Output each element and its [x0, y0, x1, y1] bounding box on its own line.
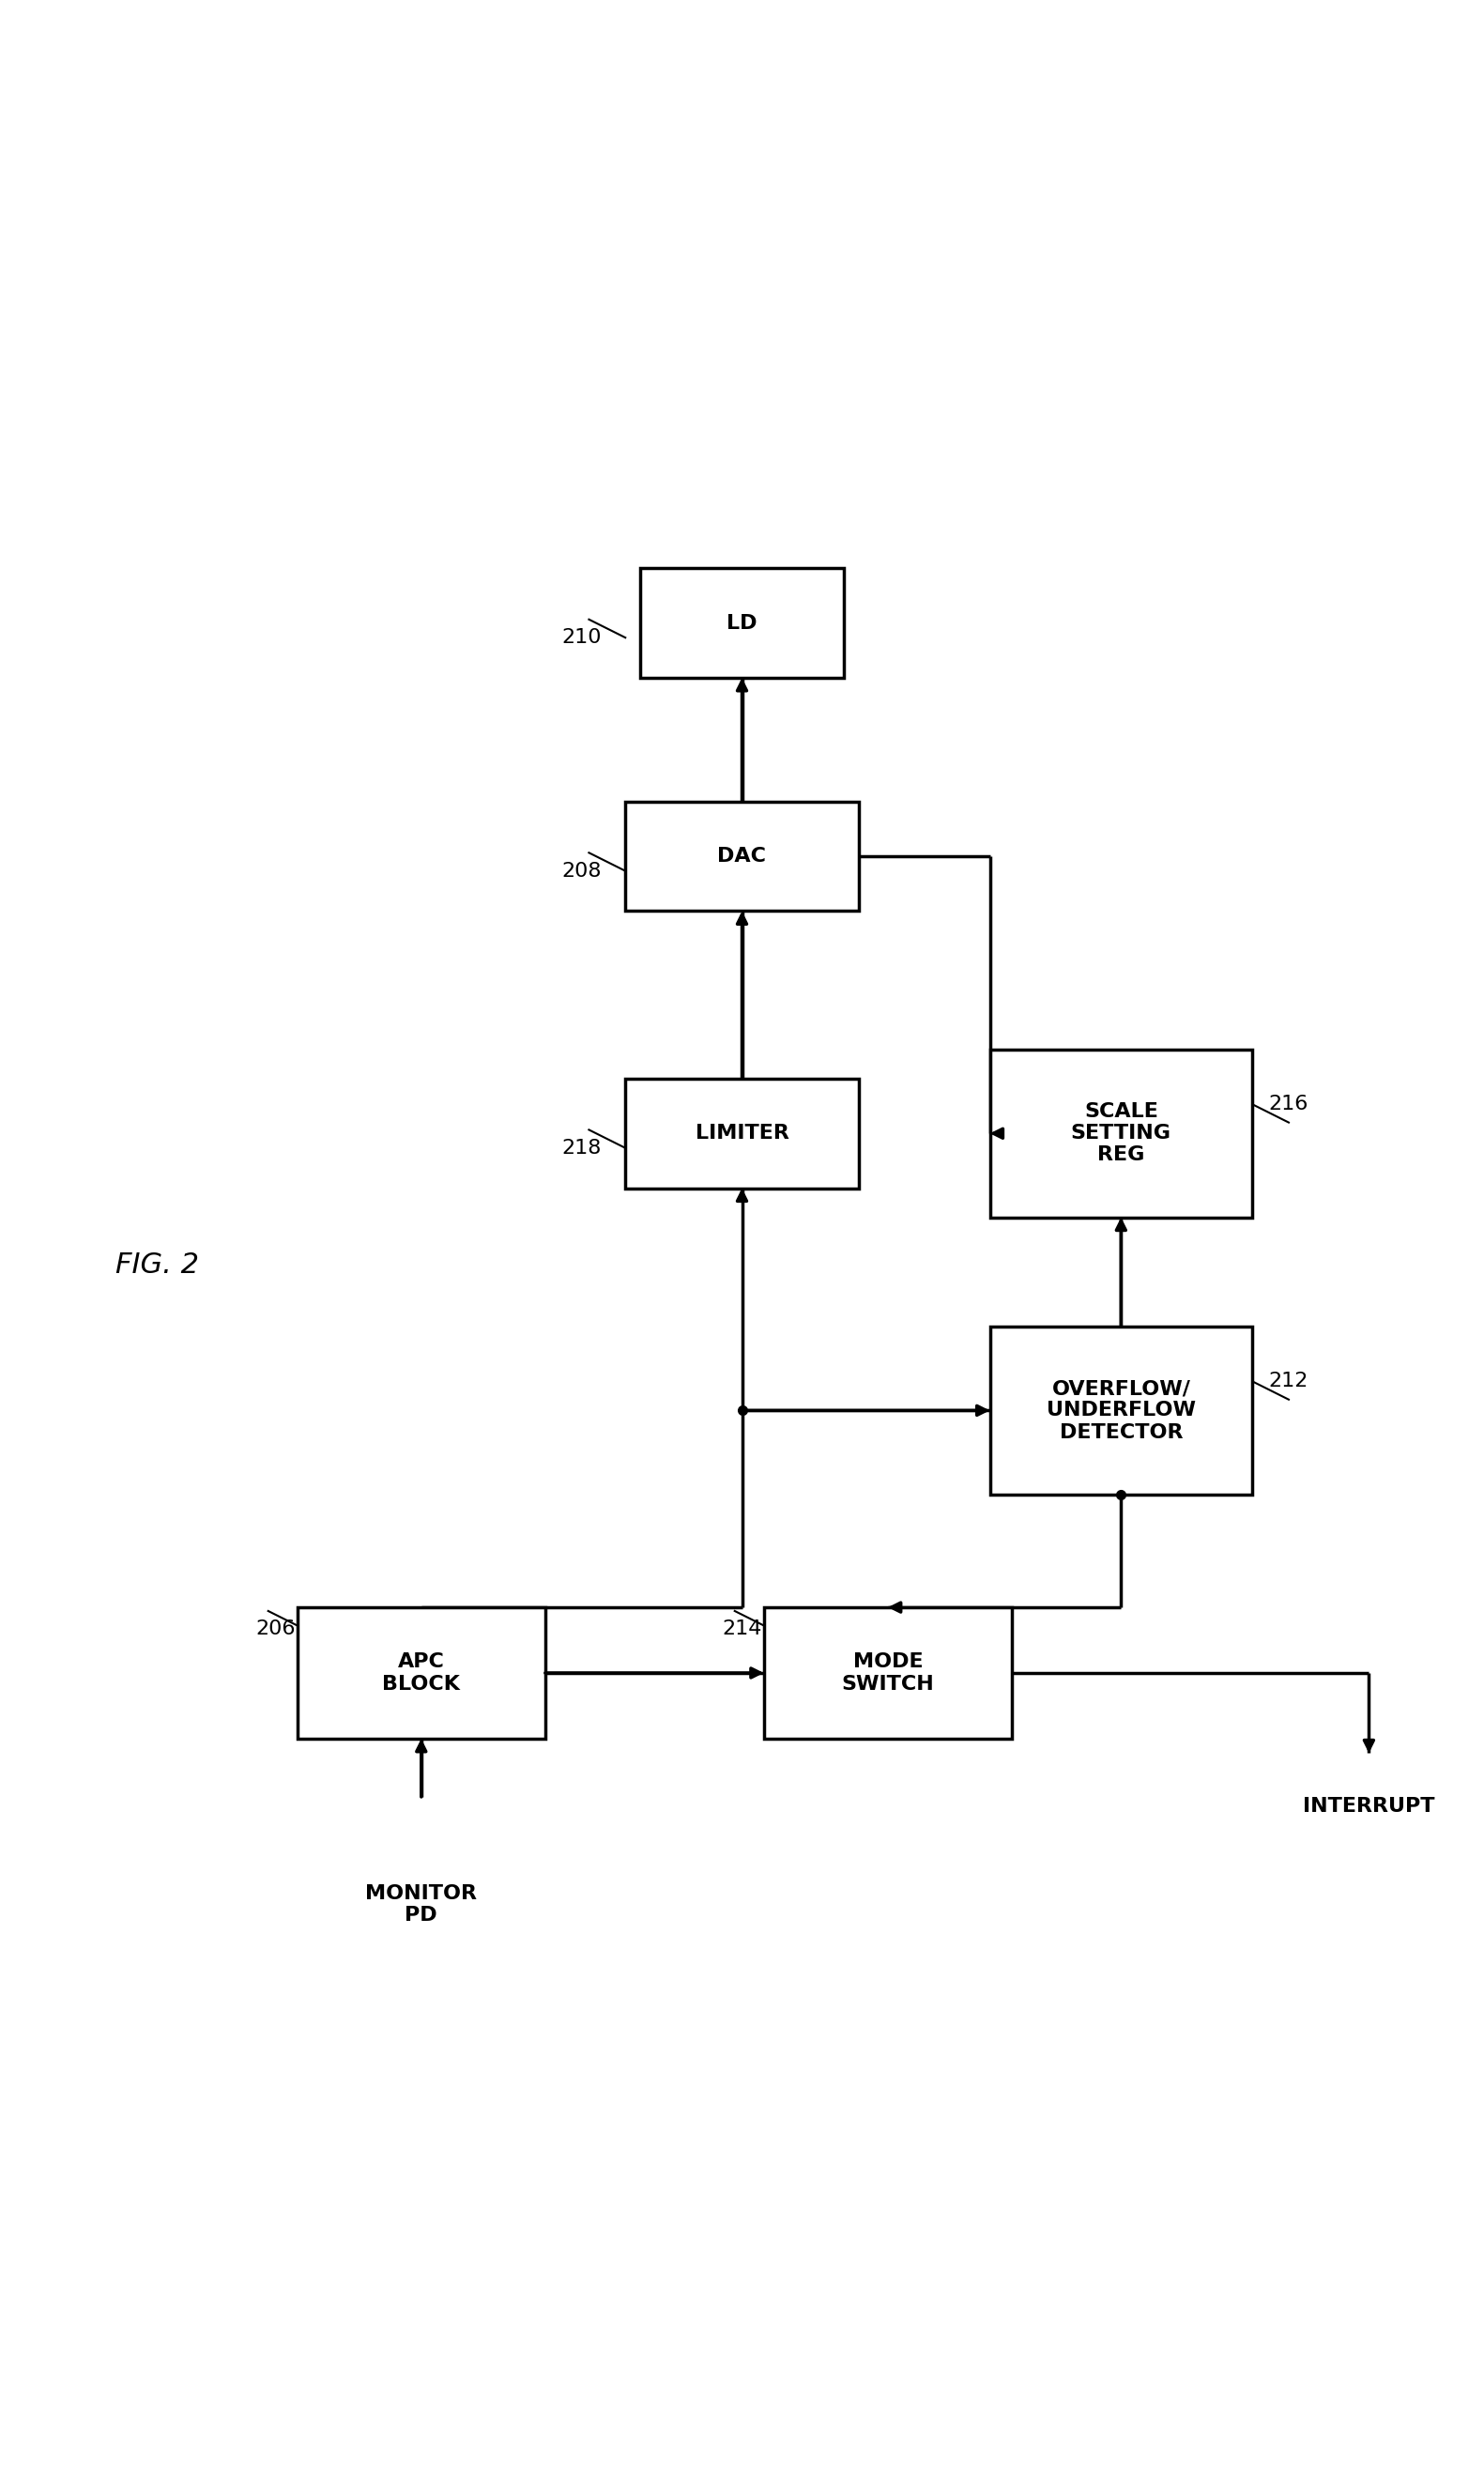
Text: SCALE
SETTING
REG: SCALE SETTING REG	[1071, 1102, 1171, 1164]
Text: MONITOR
PD: MONITOR PD	[365, 1885, 476, 1925]
Bar	[640, 568, 844, 677]
Text: 208: 208	[561, 862, 601, 880]
Text: LD: LD	[727, 613, 757, 633]
Text: MODE
SWITCH: MODE SWITCH	[841, 1653, 933, 1693]
Bar	[297, 1606, 545, 1740]
Bar	[990, 1327, 1252, 1495]
Text: DAC: DAC	[718, 848, 766, 865]
Text: FIG. 2: FIG. 2	[116, 1250, 199, 1278]
Text: OVERFLOW/
UNDERFLOW
DETECTOR: OVERFLOW/ UNDERFLOW DETECTOR	[1046, 1379, 1196, 1441]
Text: 216: 216	[1269, 1095, 1309, 1114]
Text: LIMITER: LIMITER	[695, 1124, 789, 1142]
Text: 212: 212	[1269, 1371, 1309, 1391]
Text: INTERRUPT: INTERRUPT	[1303, 1796, 1435, 1816]
Bar	[625, 801, 859, 912]
Text: 206: 206	[255, 1621, 295, 1638]
Bar	[764, 1606, 1012, 1740]
Text: 210: 210	[561, 628, 601, 647]
Text: 218: 218	[562, 1139, 601, 1156]
Bar	[625, 1080, 859, 1189]
Text: APC
BLOCK: APC BLOCK	[383, 1653, 460, 1693]
Text: 214: 214	[723, 1621, 761, 1638]
Bar	[990, 1050, 1252, 1218]
